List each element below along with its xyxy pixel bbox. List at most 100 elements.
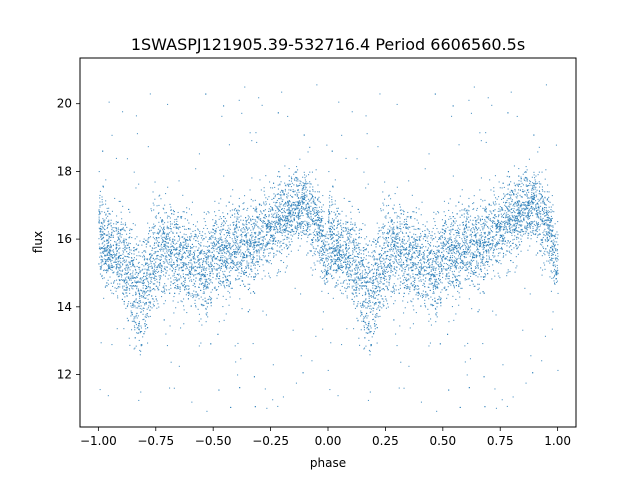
data-point: [109, 223, 111, 225]
data-point: [523, 202, 525, 204]
data-point: [173, 296, 175, 298]
data-point: [177, 284, 179, 286]
data-point: [527, 226, 529, 228]
data-point: [392, 227, 394, 229]
data-point: [146, 315, 148, 317]
data-point: [275, 217, 277, 219]
data-point: [132, 270, 134, 272]
data-point: [483, 252, 485, 254]
data-point: [517, 220, 519, 222]
data-point: [509, 210, 511, 212]
data-point: [272, 226, 274, 228]
data-point: [296, 228, 298, 230]
data-point: [355, 286, 357, 288]
data-point: [303, 195, 305, 197]
data-point: [321, 240, 323, 242]
data-point: [343, 281, 345, 283]
data-point: [147, 298, 149, 300]
data-point: [153, 271, 155, 273]
data-point: [444, 245, 446, 247]
data-point: [186, 247, 188, 249]
data-point: [405, 277, 407, 279]
data-point: [458, 230, 460, 232]
data-point: [360, 312, 362, 314]
data-point: [136, 317, 138, 319]
data-point: [518, 231, 520, 233]
data-point: [448, 229, 450, 231]
data-point: [138, 281, 140, 283]
data-point: [100, 229, 102, 231]
data-point: [246, 239, 248, 241]
data-point: [527, 215, 529, 217]
data-point: [229, 282, 231, 284]
data-point: [426, 256, 428, 258]
data-point: [258, 245, 260, 247]
data-point: [466, 218, 468, 220]
data-point: [343, 230, 345, 232]
data-point: [429, 244, 431, 246]
data-point: [229, 243, 231, 245]
data-point: [138, 303, 140, 305]
data-point: [291, 210, 293, 212]
data-point: [489, 218, 491, 220]
data-point: [552, 277, 554, 279]
data-point: [282, 239, 284, 241]
data-point: [480, 268, 482, 270]
data-point: [388, 284, 390, 286]
data-point: [144, 331, 146, 333]
data-point: [533, 201, 535, 203]
data-point: [138, 305, 140, 307]
data-point: [393, 248, 395, 250]
data-point: [165, 235, 167, 237]
data-point: [365, 298, 367, 300]
data-point: [172, 275, 174, 277]
data-point: [153, 305, 155, 307]
data-point: [530, 196, 532, 198]
data-point: [168, 249, 170, 251]
data-point: [290, 229, 292, 231]
data-point: [460, 267, 462, 269]
data-point: [356, 289, 358, 291]
data-point: [242, 223, 244, 225]
data-point: [529, 224, 531, 226]
data-point: [182, 256, 184, 258]
data-point: [412, 284, 414, 286]
data-point: [258, 218, 260, 220]
data-point: [551, 253, 553, 255]
data-point: [263, 220, 265, 222]
data-point: [336, 285, 338, 287]
data-point: [548, 260, 550, 262]
data-point: [454, 222, 456, 224]
data-point: [106, 246, 108, 248]
data-point: [253, 258, 255, 260]
data-point: [459, 252, 461, 254]
data-point: [329, 204, 331, 206]
data-point: [337, 252, 339, 254]
data-point: [340, 219, 342, 221]
data-point: [221, 222, 223, 224]
data-point: [367, 183, 369, 185]
data-point: [126, 265, 128, 267]
data-point: [528, 204, 530, 206]
data-point: [535, 183, 537, 185]
data-point: [190, 233, 192, 235]
data-point: [158, 221, 160, 223]
data-point: [121, 276, 123, 278]
data-point: [125, 256, 127, 258]
data-point: [359, 273, 361, 275]
data-point: [400, 243, 402, 245]
data-point: [239, 298, 241, 300]
data-point: [454, 263, 456, 265]
data-point: [201, 278, 203, 280]
data-point: [502, 256, 504, 258]
data-point: [114, 256, 116, 258]
data-point: [111, 259, 113, 261]
data-point: [296, 185, 298, 187]
data-point: [434, 278, 436, 280]
data-point: [156, 258, 158, 260]
data-point: [262, 264, 264, 266]
data-point: [388, 281, 390, 283]
data-point: [253, 241, 255, 243]
data-point: [318, 212, 320, 214]
data-point: [381, 227, 383, 229]
